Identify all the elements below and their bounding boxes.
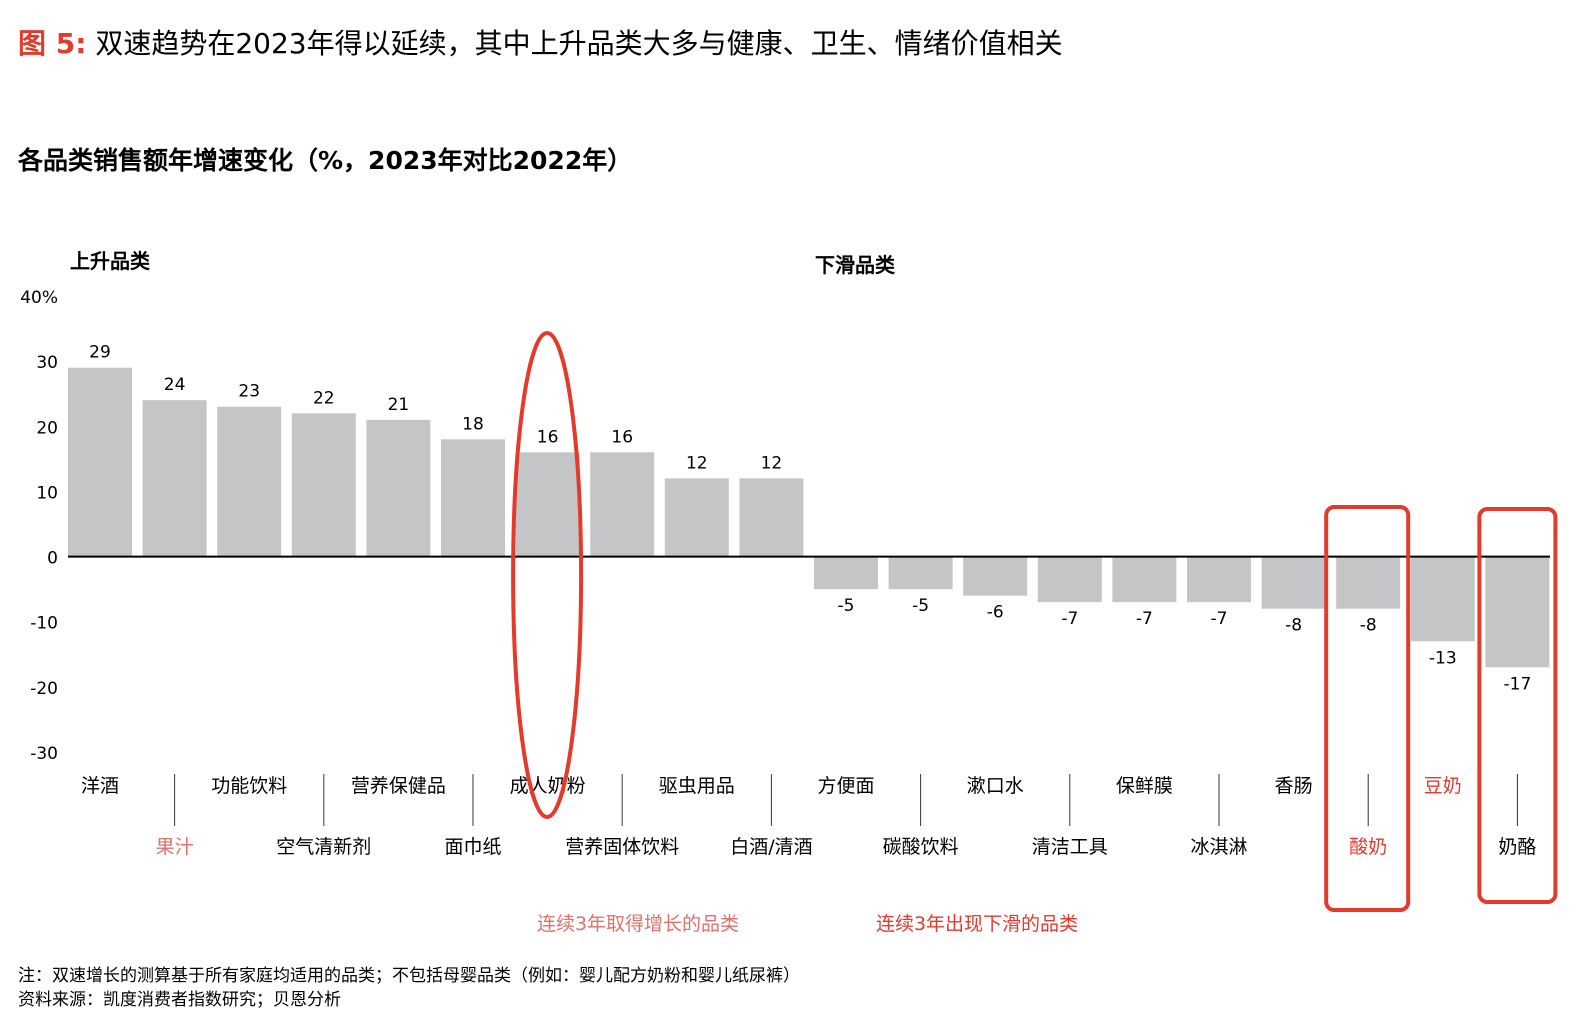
bar-营养固体饮料 — [590, 452, 655, 557]
bar-成人奶粉 — [515, 452, 580, 557]
category-label: 保鲜膜 — [1116, 775, 1173, 797]
data-label: 16 — [611, 427, 633, 447]
data-label: 12 — [761, 453, 783, 473]
data-label: -6 — [987, 603, 1004, 623]
bar-洋酒 — [68, 367, 132, 557]
category-label: 面巾纸 — [444, 836, 501, 858]
y-tick-label: -10 — [30, 614, 58, 634]
bar-豆奶 — [1410, 556, 1475, 642]
footer: 注：双速增长的测算基于所有家庭均适用的品类；不包括母婴品类（例如：婴儿配方奶粉和… — [18, 964, 800, 1012]
y-tick-label: 20 — [36, 418, 58, 438]
category-label: 酸奶 — [1349, 836, 1387, 858]
highlight-box — [1477, 507, 1558, 904]
data-label: -17 — [1504, 674, 1532, 694]
data-label: 21 — [388, 395, 410, 415]
category-label: 方便面 — [817, 775, 874, 797]
category-label: 豆奶 — [1424, 775, 1462, 797]
bar-碳酸饮料 — [888, 556, 953, 590]
data-label: -7 — [1061, 609, 1078, 629]
y-tick-label: 40% — [20, 288, 58, 308]
legend-decline: 连续3年出现下滑的品类 — [876, 913, 1078, 935]
group-label-declining: 下滑品类 — [815, 253, 895, 277]
data-label: 12 — [686, 453, 708, 473]
bar-面巾纸 — [441, 439, 505, 557]
bar-白酒/清酒 — [739, 478, 804, 557]
y-tick-label: 0 — [47, 549, 58, 569]
bar-酸奶 — [1336, 556, 1401, 609]
chart-title: 各品类销售额年增速变化（%，2023年对比2022年） — [18, 146, 633, 175]
bar-奶酪 — [1485, 556, 1550, 668]
bar-驱虫用品 — [664, 478, 729, 557]
figure-title-text: 双速趋势在2023年得以延续，其中上升品类大多与健康、卫生、情绪价值相关 — [95, 27, 1063, 60]
category-label: 清洁工具 — [1032, 836, 1108, 858]
y-tick-label: 30 — [36, 353, 58, 373]
data-label: -8 — [1360, 616, 1377, 636]
data-label: -7 — [1136, 609, 1153, 629]
category-label: 成人奶粉 — [510, 775, 586, 797]
bar-空气清新剂 — [291, 413, 356, 557]
data-label: 24 — [164, 375, 186, 395]
bar-漱口水 — [963, 556, 1028, 596]
category-label: 驱虫用品 — [659, 775, 735, 797]
highlight-box — [1324, 505, 1411, 912]
bar-保鲜膜 — [1112, 556, 1177, 603]
data-label: 23 — [238, 382, 260, 402]
bar-冰淇淋 — [1187, 556, 1251, 603]
bar-chart: 40% 30 20 10 0 -10 -20 -30 上升品类 下滑品类 29 24 23 22 21 18 1… — [20, 249, 1558, 935]
y-tick-label: 10 — [36, 483, 58, 503]
legend-growth: 连续3年取得增长的品类 — [537, 913, 739, 935]
category-label: 功能饮料 — [211, 775, 287, 797]
category-label: 碳酸饮料 — [883, 836, 959, 858]
category-label: 营养保健品 — [351, 775, 446, 797]
data-label: -5 — [912, 596, 929, 616]
data-label: -8 — [1285, 616, 1302, 636]
category-label: 空气清新剂 — [276, 836, 371, 858]
bar-营养保健品 — [366, 419, 431, 557]
bar-方便面 — [814, 556, 878, 590]
bar-香肠 — [1261, 556, 1326, 609]
source-note: 资料来源：凯度消费者指数研究；贝恩分析 — [18, 990, 341, 1010]
data-label: 22 — [313, 388, 335, 408]
footnote: 注：双速增长的测算基于所有家庭均适用的品类；不包括母婴品类（例如：婴儿配方奶粉和… — [18, 966, 800, 986]
bar-清洁工具 — [1037, 556, 1102, 603]
highlight-ellipse — [511, 331, 584, 819]
category-label: 洋酒 — [81, 775, 119, 797]
category-label: 漱口水 — [967, 775, 1024, 797]
figure-label: 图 5: — [18, 27, 87, 60]
bar-果汁 — [142, 400, 207, 557]
group-label-rising: 上升品类 — [70, 249, 150, 273]
data-label: -13 — [1429, 648, 1457, 668]
category-label: 奶酪 — [1498, 836, 1536, 858]
data-label: -7 — [1211, 609, 1228, 629]
category-label: 营养固体饮料 — [565, 836, 679, 858]
data-label: 18 — [462, 414, 484, 434]
category-label: 冰淇淋 — [1190, 836, 1247, 858]
data-label: 16 — [537, 427, 559, 447]
category-label: 果汁 — [156, 836, 194, 858]
y-tick-label: -30 — [30, 744, 58, 764]
data-label: -5 — [838, 596, 855, 616]
category-label: 白酒/清酒 — [730, 836, 812, 858]
category-label: 香肠 — [1275, 775, 1313, 797]
bar-功能饮料 — [217, 406, 282, 557]
y-tick-label: -20 — [30, 679, 58, 699]
data-label: 29 — [89, 343, 111, 363]
figure-title: 图 5: 双速趋势在2023年得以延续，其中上升品类大多与健康、卫生、情绪价值相… — [18, 26, 1063, 62]
